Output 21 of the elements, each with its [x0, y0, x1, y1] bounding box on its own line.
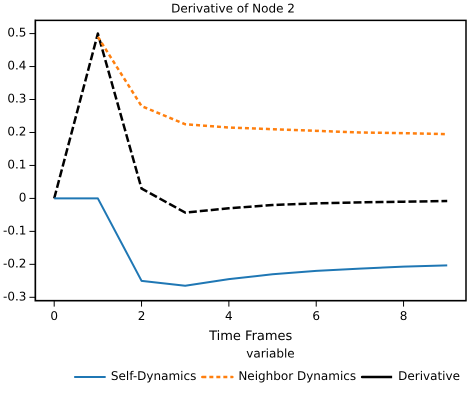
line-series: [52, 32, 448, 214]
legend-label: Self-Dynamics: [110, 369, 196, 384]
x-tick-label: 4: [225, 308, 233, 323]
y-tick-label: 0.1: [7, 158, 26, 172]
y-tick-label: 0.4: [7, 58, 26, 73]
legend-label: Derivative: [398, 369, 460, 384]
y-tick-label: 0: [18, 190, 26, 205]
y-tick-label: -0.1: [2, 224, 26, 238]
legend-title: variable: [246, 346, 295, 361]
y-tick-label: 0.2: [7, 124, 26, 139]
x-axis-title: Time Frames: [208, 329, 293, 344]
y-tick-label: 0.3: [7, 92, 26, 106]
y-tick-label: -0.3: [2, 289, 26, 304]
x-tick-label: 8: [400, 308, 408, 323]
y-tick-label: -0.2: [2, 256, 26, 270]
y-tick-label: 0.5: [7, 26, 26, 40]
x-tick-label: 6: [312, 308, 320, 323]
legend-label: Neighbor Dynamics: [238, 369, 356, 384]
x-tick-label: 0: [50, 308, 58, 323]
chart-title: Derivative of Node 2: [171, 1, 295, 16]
x-tick-label: 2: [138, 308, 146, 323]
